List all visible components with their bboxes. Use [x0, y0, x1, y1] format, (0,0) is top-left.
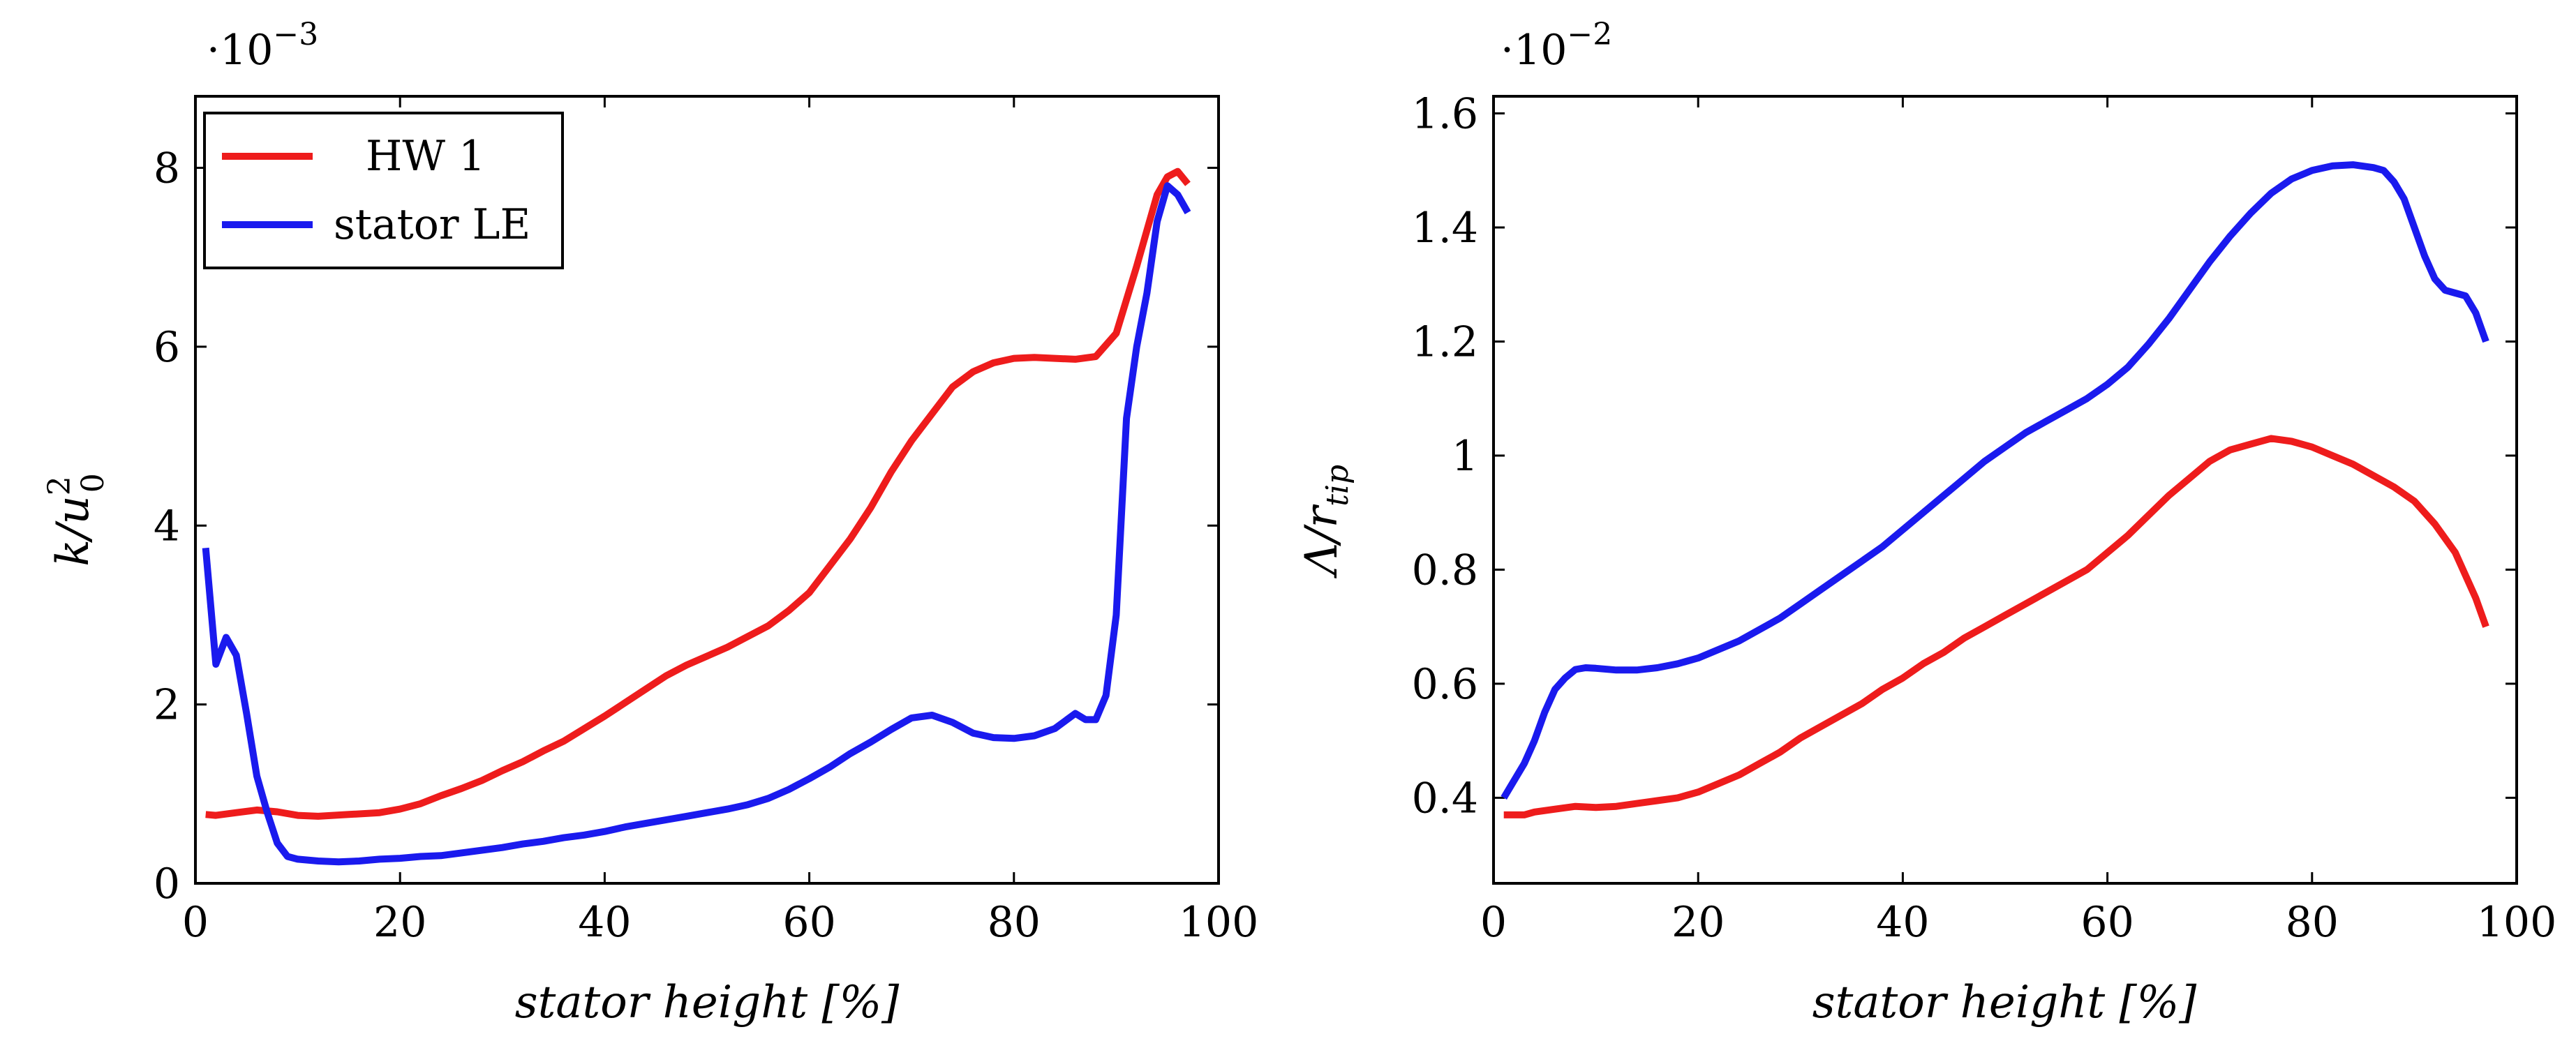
series-line-stator-le-left — [202, 182, 1191, 866]
x-tick-label-right: 100 — [2477, 898, 2557, 947]
plot-area-right — [1492, 95, 2518, 885]
series-line-stator-le-right — [1501, 161, 2489, 800]
y-tick-label-right: 1.6 — [1412, 90, 1478, 139]
y-tick-label-right: 1.4 — [1412, 204, 1478, 253]
x-axis-label-left: stator height [%] — [515, 977, 900, 1028]
ticks-left: 0 20 40 60 80 100 0 2 4 6 8 — [154, 96, 1258, 947]
y-tick-label-left: 6 — [154, 323, 180, 372]
series-layer-right — [1501, 161, 2489, 818]
series-line-hw-1-left — [205, 167, 1191, 820]
x-tick-label-left: 20 — [373, 898, 426, 947]
x-axis-label-right: stator height [%] — [1812, 977, 2198, 1028]
y-tick-label-right: 1.2 — [1412, 317, 1478, 366]
x-tick-label-left: 100 — [1179, 898, 1259, 947]
legend-label-stator-le: stator LE — [334, 200, 530, 249]
x-tick-label-left: 0 — [182, 898, 209, 947]
x-tick-label-left: 80 — [988, 898, 1041, 947]
y-axis-label-left: k/u20 — [42, 473, 111, 567]
chart-left: 0 20 40 60 80 100 0 2 4 6 8 ·10−3 stator height [%… — [42, 17, 1258, 1028]
y-tick-label-left: 0 — [154, 860, 180, 908]
x-tick-label-right: 80 — [2286, 898, 2339, 947]
y-tick-label-right: 1 — [1452, 432, 1478, 481]
x-tick-label-left: 60 — [782, 898, 835, 947]
x-tick-label-right: 0 — [1480, 898, 1507, 947]
series-layer-left — [202, 167, 1191, 866]
series-line-hw-1-right — [1503, 435, 2489, 818]
x-tick-label-right: 60 — [2080, 898, 2134, 947]
y-scale-factor-right: ·10−2 — [1501, 17, 1612, 75]
axes-frame-left — [194, 95, 1220, 885]
y-axis-label-right: Λ/rtip — [1296, 465, 1355, 578]
y-tick-label-right: 0.4 — [1412, 774, 1478, 823]
x-tick-label-left: 40 — [578, 898, 631, 947]
x-tick-label-right: 40 — [1876, 898, 1929, 947]
y-tick-label-left: 2 — [154, 681, 180, 730]
axes-frame-right — [1492, 95, 2518, 885]
y-tick-label-left: 4 — [154, 502, 180, 551]
y-tick-label-right: 0.8 — [1412, 546, 1478, 594]
legend: HW 1 stator LE — [203, 112, 564, 269]
y-tick-label-right: 0.6 — [1412, 660, 1478, 709]
legend-label-hw1: HW 1 — [366, 132, 485, 181]
plot-area-left — [194, 95, 1220, 885]
x-tick-label-right: 20 — [1672, 898, 1725, 947]
y-tick-label-left: 8 — [154, 144, 180, 193]
legend-box — [203, 112, 564, 269]
ticks-right: 0 20 40 60 80 100 0.4 0.6 0.8 1 1.2 1.4 1.6 — [1412, 90, 2557, 947]
chart-right: 0 20 40 60 80 100 0.4 0.6 0.8 1 1.2 1.4 1.6 ·10−2 st… — [1296, 17, 2556, 1028]
y-scale-factor-left: ·10−3 — [207, 17, 318, 75]
